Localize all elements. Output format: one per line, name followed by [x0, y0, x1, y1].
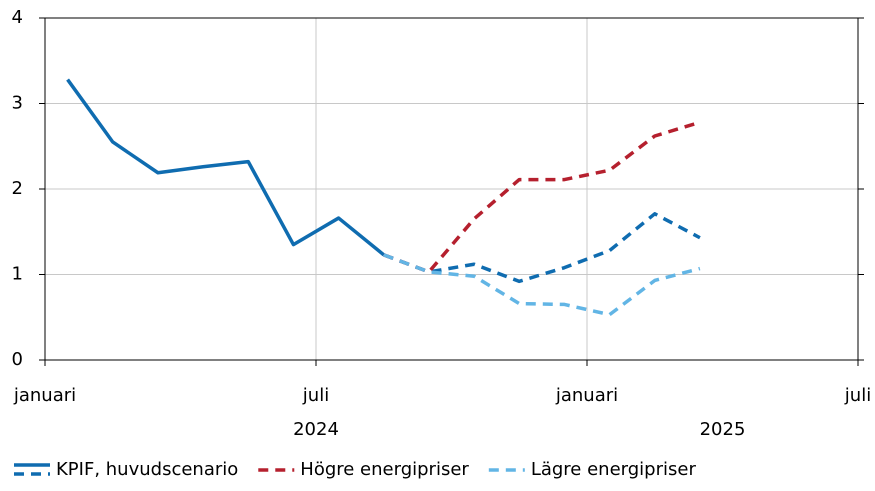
- legend-label: Lägre energipriser: [531, 459, 697, 480]
- series-line: [383, 253, 701, 317]
- x-tick-label: januari: [555, 385, 618, 406]
- legend-label: KPIF, huvudscenario: [56, 459, 238, 480]
- y-tick-label: 1: [12, 264, 23, 285]
- series-line: [66, 78, 385, 257]
- x-tick-label: januari: [13, 385, 76, 406]
- series-line: [383, 212, 701, 284]
- y-tick-label: 3: [12, 93, 23, 114]
- legend-label: Högre energipriser: [300, 459, 469, 480]
- year-label: 2025: [700, 419, 746, 440]
- x-tick-label: juli: [844, 385, 871, 406]
- y-tick-label: 0: [12, 349, 23, 370]
- y-tick-label: 2: [12, 178, 23, 199]
- y-tick-label: 4: [12, 7, 23, 28]
- x-tick-label: juli: [302, 385, 329, 406]
- year-label: 2024: [293, 419, 339, 440]
- plot-frame: [44, 17, 859, 361]
- series-line: [383, 120, 701, 274]
